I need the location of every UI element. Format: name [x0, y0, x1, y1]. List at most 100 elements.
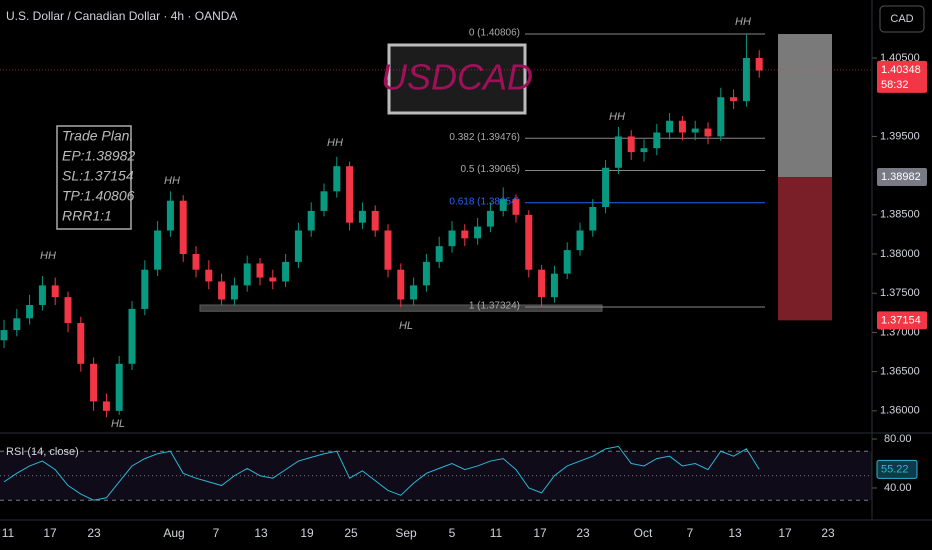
currency-button[interactable] — [879, 5, 925, 33]
swing-label: HH — [40, 250, 56, 262]
candle-body — [218, 281, 226, 300]
x-tick-label: 17 — [43, 526, 57, 540]
last-price-tag — [877, 60, 927, 93]
candle-body — [179, 200, 187, 255]
stop-tag-label: 1.37154 — [881, 314, 921, 326]
candle-body — [538, 269, 546, 298]
symbol-label: USDCAD — [381, 57, 533, 98]
y-tick-label: 1.36000 — [880, 405, 920, 417]
countdown-label: 58:32 — [881, 79, 909, 91]
x-tick-label: Aug — [163, 526, 184, 540]
candle-body — [397, 269, 405, 300]
candle-body — [730, 97, 738, 102]
trade-plan-box — [56, 125, 132, 230]
y-tick-label: 1.38500 — [880, 209, 920, 221]
candle-body — [435, 246, 443, 262]
swing-label: HH — [609, 111, 625, 123]
candle-body — [576, 230, 584, 251]
candle-body — [448, 230, 456, 247]
candle-body — [346, 166, 354, 223]
x-tick-label: 5 — [449, 526, 456, 540]
x-tick-label: 13 — [728, 526, 742, 540]
candle-body — [499, 199, 507, 211]
swing-label: HL — [111, 418, 125, 430]
x-tick-label: Sep — [395, 526, 417, 540]
candle-body — [371, 210, 379, 231]
candle-body — [384, 230, 392, 270]
x-tick-label: 25 — [344, 526, 358, 540]
y-tick-label: 1.38000 — [880, 248, 920, 260]
fib-label: 0 (1.40806) — [469, 28, 520, 39]
chart-title: U.S. Dollar / Canadian Dollar · 4h · OAN… — [6, 9, 237, 23]
candle-body — [653, 132, 661, 149]
x-tick-label: 7 — [213, 526, 220, 540]
candle-body — [128, 308, 136, 364]
rsi-line — [3, 445, 760, 501]
swing-label: HL — [399, 320, 413, 332]
candle-body — [230, 285, 238, 300]
swing-label: HH — [327, 137, 343, 149]
candle-body — [26, 304, 34, 319]
y-tick-label: 1.36500 — [880, 366, 920, 378]
y-tick-label: 1.39500 — [880, 130, 920, 142]
candle-body — [666, 120, 674, 133]
candle-body — [602, 167, 610, 207]
candle-body — [115, 363, 123, 411]
candle-body — [269, 277, 277, 282]
fib-label: 1 (1.37324) — [469, 301, 520, 312]
y-tick-label: 1.37500 — [880, 287, 920, 299]
candle-body — [141, 269, 149, 309]
x-tick-label: 17 — [778, 526, 792, 540]
candle-body — [294, 230, 302, 262]
entry-tag-label: 1.38982 — [881, 171, 921, 183]
fib-label: 0.382 (1.39476) — [449, 132, 520, 143]
candle-body — [307, 210, 315, 231]
x-tick-label: 17 — [533, 526, 547, 540]
candle-body — [102, 401, 110, 411]
symbol-box — [387, 43, 527, 115]
candle-body — [64, 297, 72, 324]
y-tick-label: 1.40500 — [880, 52, 920, 64]
stop-tag — [877, 311, 927, 330]
candle-body — [38, 285, 46, 305]
candle-body — [154, 230, 162, 270]
x-tick-label: 7 — [687, 526, 694, 540]
swing-label: HH — [735, 16, 751, 28]
candle-body — [512, 199, 520, 215]
fib-label: 0.5 (1.39065) — [461, 164, 521, 175]
x-tick-label: 13 — [254, 526, 268, 540]
candle-body — [717, 97, 725, 137]
trade-plan-line: TP:1.40806 — [62, 188, 135, 204]
candle-body — [640, 148, 648, 153]
candle-body — [486, 210, 494, 227]
candle-body — [51, 285, 59, 298]
candle-body — [90, 363, 98, 402]
loss-zone — [778, 177, 832, 321]
currency-label[interactable]: CAD — [890, 13, 913, 25]
candle-body — [205, 269, 213, 282]
candle-body — [13, 318, 21, 331]
x-tick-label: 23 — [87, 526, 101, 540]
candle-body — [243, 263, 251, 286]
rsi-tick-label: 40.00 — [884, 482, 912, 494]
x-tick-label: Oct — [634, 526, 653, 540]
candle-body — [678, 120, 686, 133]
x-tick-label: 23 — [821, 526, 835, 540]
candle-body — [166, 200, 174, 231]
candle-body — [461, 230, 469, 239]
candle-body — [474, 226, 482, 239]
candle-body — [256, 263, 264, 278]
candle-body — [742, 58, 750, 102]
x-tick-label: 23 — [576, 526, 590, 540]
candle-body — [0, 330, 8, 341]
candle-body — [563, 250, 571, 274]
x-tick-label: 11 — [2, 526, 15, 540]
rsi-tick-label: 80.00 — [884, 433, 912, 445]
trade-plan-line: EP:1.38982 — [62, 148, 135, 164]
rsi-last-label: 55.22 — [881, 463, 909, 475]
trade-plan-line: Trade Plan. — [62, 128, 133, 144]
candle-body — [525, 214, 533, 270]
swing-label: HH — [164, 175, 180, 187]
candle-body — [282, 261, 290, 282]
